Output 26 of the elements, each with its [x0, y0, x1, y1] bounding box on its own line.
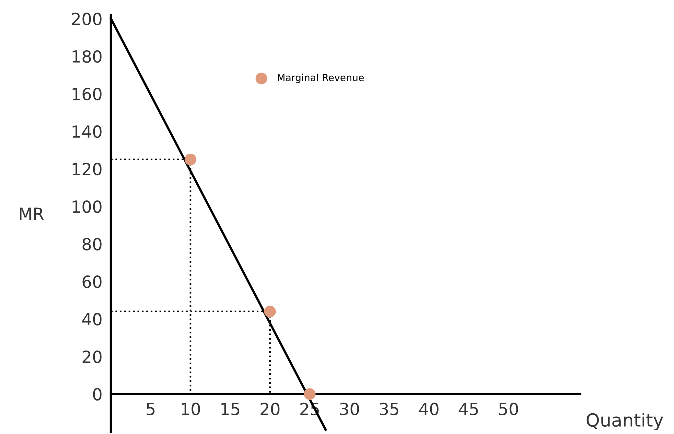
y-tick-label: 200 [72, 12, 102, 26]
y-tick-label: 80 [82, 238, 102, 251]
x-axis-title: Quantity [586, 413, 664, 431]
y-tick-label: 120 [72, 163, 102, 176]
point [264, 306, 276, 318]
x-tick-label: 35 [380, 402, 399, 416]
x-tick-label: 45 [459, 403, 478, 416]
x-tick-label: 5 [146, 403, 155, 416]
y-tick-label: 60 [82, 276, 102, 288]
point [304, 388, 316, 400]
y-tick-label: 0 [93, 388, 102, 401]
x-tick-label: 40 [419, 402, 439, 416]
y-tick-label: 40 [82, 313, 102, 326]
x-tick-label: 50 [499, 402, 518, 416]
y-tick-label: 160 [72, 88, 102, 101]
x-tick-label: 15 [222, 403, 240, 416]
x-tick-label: 20 [260, 402, 280, 416]
legend-label: Marginal Revenue [278, 74, 364, 84]
y-tick-label: 20 [82, 350, 102, 364]
point [184, 154, 197, 166]
x-tick-label: 10 [182, 402, 200, 416]
y-axis-title: MR [20, 208, 44, 220]
y-tick-label: 100 [72, 200, 102, 214]
y-tick-label: 180 [72, 50, 102, 64]
x-tick-label: 30 [340, 402, 360, 416]
y-tick-label: 140 [72, 126, 102, 138]
